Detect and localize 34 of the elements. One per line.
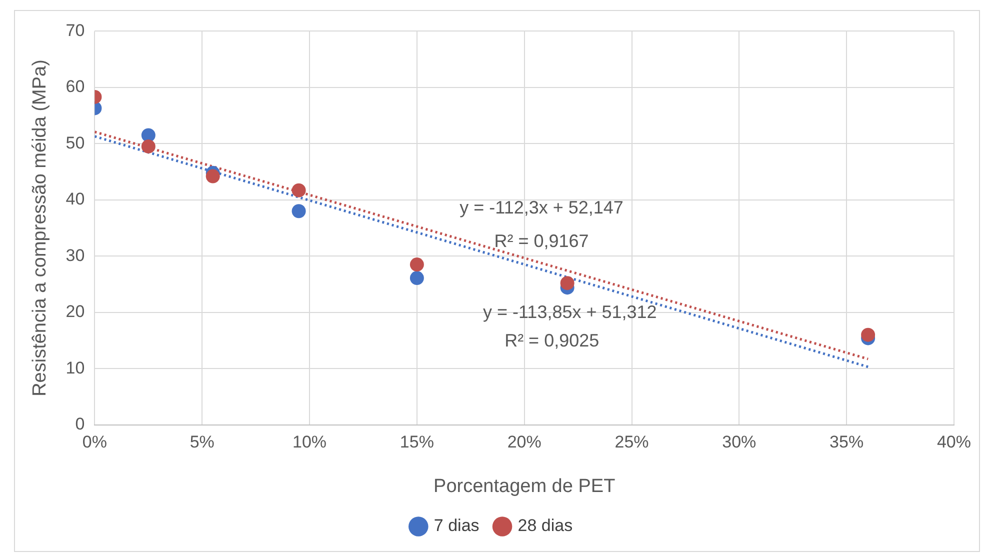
- y-tick-label: 50: [66, 133, 85, 152]
- x-tick-label: 5%: [190, 432, 214, 452]
- annotation: R² = 0,9025: [504, 330, 600, 351]
- point: [292, 183, 306, 198]
- annotation: R² = 0,9167: [494, 231, 589, 252]
- point: [206, 169, 220, 184]
- point: [861, 328, 876, 342]
- point: [292, 204, 306, 218]
- y-axis-title: Resistência a compressão méida (MPa): [30, 60, 51, 396]
- y-tick-label: 40: [66, 190, 85, 209]
- y-tick-label: 0: [75, 414, 85, 434]
- x-tick-label: 0%: [82, 432, 107, 452]
- x-tick-label: 20%: [507, 432, 542, 452]
- legend-label: 7 dias: [434, 516, 480, 536]
- x-tick-label: 25%: [614, 432, 649, 452]
- x-tick-label: 10%: [292, 432, 327, 452]
- point: [410, 271, 424, 286]
- y-tick-label: 10: [66, 358, 85, 378]
- point: [410, 258, 424, 272]
- annotation: y = -112,3x + 52,147: [460, 197, 624, 218]
- point: [141, 128, 156, 142]
- y-tick-label: 70: [66, 20, 85, 40]
- y-tick-label: 20: [66, 302, 85, 322]
- x-axis-title: Porcentagem de PET: [434, 476, 616, 497]
- annotation: y = -113,85x + 51,312: [482, 302, 657, 322]
- point: [141, 139, 156, 154]
- y-tick-label: 30: [66, 246, 85, 265]
- y-tick-label: 60: [66, 77, 85, 96]
- x-tick-label: 15%: [400, 432, 434, 452]
- x-tick-label: 30%: [722, 432, 756, 452]
- x-tick-label: 35%: [830, 432, 864, 452]
- legend-label: 28 dias: [518, 516, 573, 536]
- point: [560, 276, 574, 290]
- x-tick-label: 40%: [936, 432, 972, 452]
